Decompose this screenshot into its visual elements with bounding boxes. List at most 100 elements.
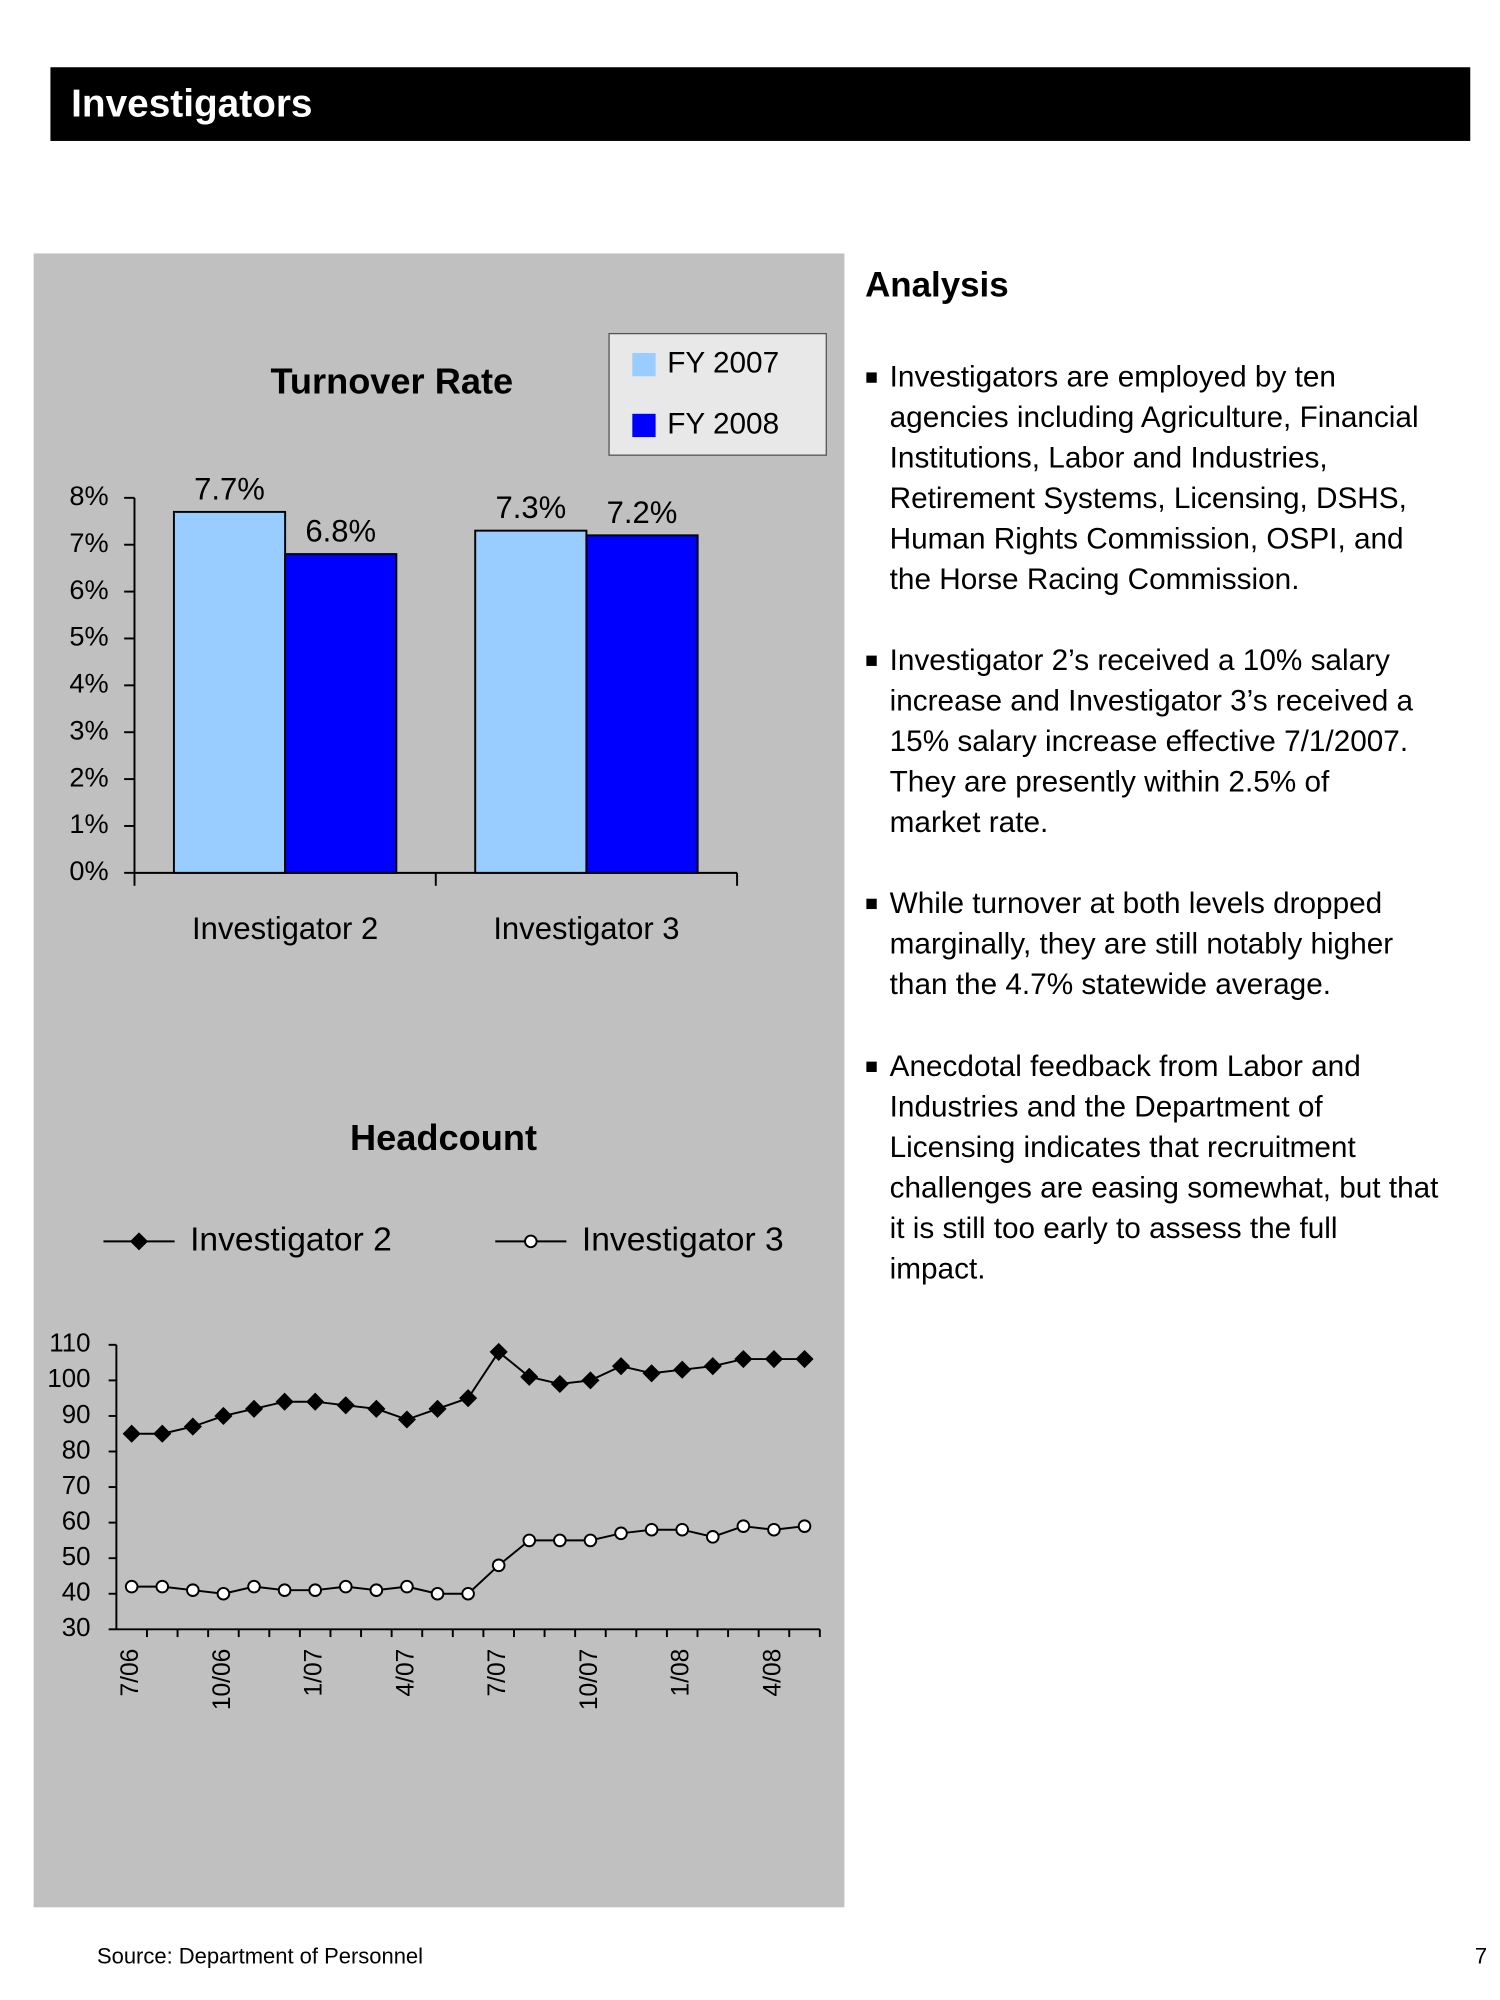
analysis-text: challenges are easing somewhat, but that <box>890 1171 1440 1204</box>
value-label: 6.8% <box>305 514 376 549</box>
bullet <box>866 655 877 666</box>
point <box>369 1583 384 1597</box>
analysis-text: 15% salary increase effective 7/1/2007. <box>890 725 1408 758</box>
point <box>795 1349 814 1369</box>
legend-label: FY 2008 <box>667 407 779 440</box>
point <box>675 1522 689 1537</box>
analysis-text: While turnover at both levels dropped <box>890 887 1383 920</box>
y-tick-label: 50 <box>62 1543 91 1571</box>
y-tick-label: 30 <box>62 1614 91 1642</box>
x-tick-label: Investigator 3 <box>493 911 679 946</box>
y-tick-label: 90 <box>62 1401 91 1429</box>
value-label: 7.2% <box>607 495 678 530</box>
y-tick-label: 2% <box>69 761 108 792</box>
point <box>583 1533 598 1548</box>
y-tick-label: 3% <box>69 714 108 745</box>
bar <box>585 534 699 874</box>
page-number: 7 <box>1475 1944 1487 1969</box>
y-tick-label: 70 <box>62 1472 91 1500</box>
value-label: 7.3% <box>495 490 566 525</box>
point <box>673 1360 692 1379</box>
point <box>797 1519 812 1533</box>
analysis-text: the Horse Racing Commission. <box>890 563 1300 596</box>
analysis-text: it is still too early to assess the full <box>890 1212 1338 1245</box>
point <box>491 1558 506 1573</box>
x-tick-label: 4/07 <box>392 1649 419 1697</box>
y-tick-label: 0% <box>69 855 108 886</box>
analysis-text: Human Rights Commission, OSPI, and <box>890 523 1404 556</box>
point <box>459 1389 478 1408</box>
y-tick-label: 40 <box>62 1579 91 1607</box>
bullet <box>866 372 877 383</box>
analysis-text: Investigators are employed by ten <box>890 361 1336 394</box>
analysis-text: Institutions, Labor and Industries, <box>890 442 1328 475</box>
point <box>336 1396 355 1415</box>
point <box>520 1367 539 1386</box>
bullet <box>866 898 877 910</box>
point <box>430 1586 445 1601</box>
point <box>767 1522 781 1537</box>
analysis-text: Retirement Systems, Licensing, DSHS, <box>890 482 1407 515</box>
point <box>703 1357 722 1376</box>
analysis-text: marginally, they are still notably highe… <box>890 928 1394 961</box>
point <box>614 1526 628 1541</box>
bullet <box>866 1061 877 1072</box>
analysis-text: market rate. <box>890 806 1049 839</box>
header-title: Investigators <box>71 82 312 125</box>
point <box>736 1519 751 1533</box>
point <box>124 1579 139 1594</box>
analysis-text: They are presently within 2.5% of <box>890 765 1330 798</box>
point <box>338 1579 353 1594</box>
point <box>155 1579 170 1594</box>
point <box>186 1583 200 1597</box>
legend-marker <box>129 1232 149 1251</box>
y-tick-label: 1% <box>69 808 108 839</box>
source-note: Source: Department of Personnel <box>97 1944 423 1969</box>
analysis-text: Licensing indicates that recruitment <box>890 1131 1357 1164</box>
x-tick-label: 7/07 <box>484 1649 511 1697</box>
point <box>122 1424 141 1443</box>
point <box>275 1392 294 1411</box>
point <box>308 1583 322 1597</box>
analysis-text: Investigator 2’s received a 10% salary <box>890 644 1390 677</box>
point <box>277 1583 292 1597</box>
x-tick-label: 1/08 <box>668 1649 695 1697</box>
bar <box>474 529 588 874</box>
x-tick-label: Investigator 2 <box>192 911 378 946</box>
x-tick-label: 7/06 <box>117 1649 144 1697</box>
point <box>550 1374 569 1393</box>
analysis-text: increase and Investigator 3’s received a <box>890 684 1414 717</box>
x-tick-label: 4/08 <box>759 1649 786 1697</box>
y-tick-label: 60 <box>62 1507 91 1535</box>
analysis-text: impact. <box>890 1252 986 1285</box>
y-tick-label: 4% <box>69 668 108 699</box>
point <box>644 1522 659 1537</box>
point <box>522 1533 537 1548</box>
analysis-text: Industries and the Department of <box>890 1090 1324 1123</box>
legend-label: Investigator 3 <box>582 1221 784 1258</box>
legend-swatch <box>632 353 656 377</box>
y-tick-label: 100 <box>47 1365 90 1393</box>
point <box>153 1424 172 1443</box>
point <box>461 1586 475 1601</box>
legend-label: Investigator 2 <box>190 1221 392 1258</box>
point <box>367 1399 386 1418</box>
chart-panel <box>33 253 845 1908</box>
bar <box>284 553 398 874</box>
point <box>214 1406 233 1425</box>
point <box>216 1586 231 1601</box>
bar <box>172 510 287 874</box>
y-tick-label: 6% <box>69 574 108 605</box>
point <box>400 1579 414 1594</box>
point <box>247 1579 261 1594</box>
point <box>397 1410 416 1429</box>
chart-title: Turnover Rate <box>270 361 513 402</box>
analysis-title: Analysis <box>865 265 1009 304</box>
y-tick-label: 80 <box>62 1436 91 1464</box>
x-tick-label: 1/07 <box>301 1649 328 1697</box>
y-tick-label: 5% <box>69 621 108 652</box>
legend-label: FY 2007 <box>667 347 779 380</box>
y-tick-label: 7% <box>69 527 108 558</box>
